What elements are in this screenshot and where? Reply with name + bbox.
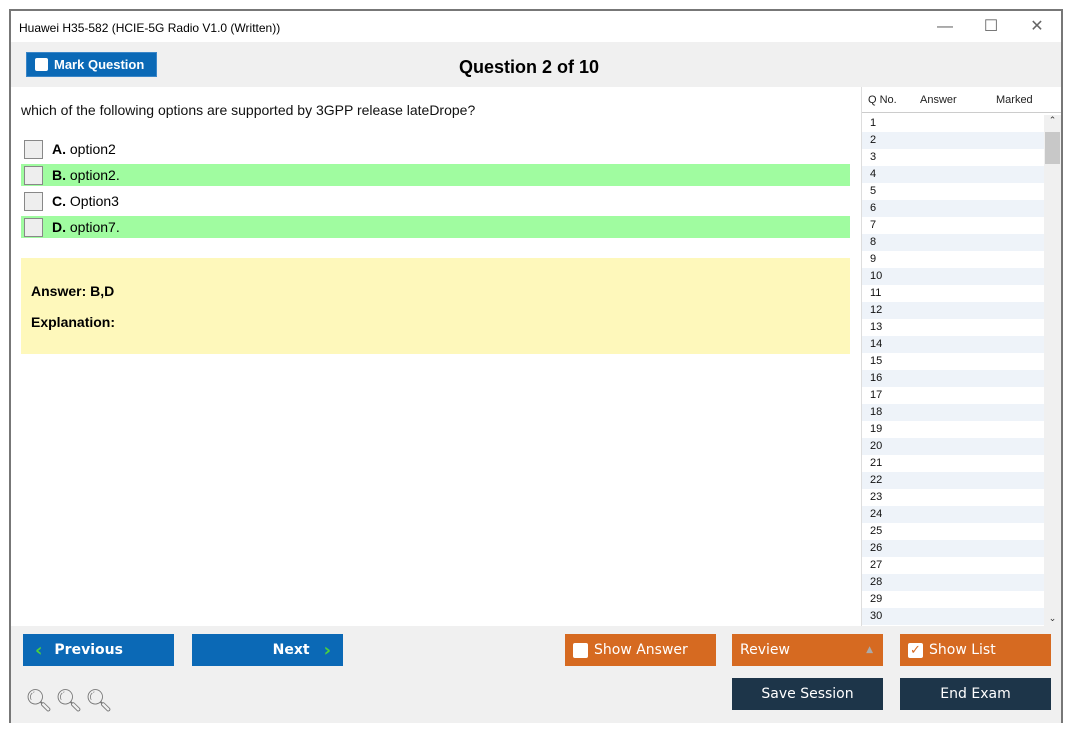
question-text: which of the following options are suppo… bbox=[21, 102, 476, 118]
mark-question-button[interactable]: Mark Question bbox=[26, 52, 157, 77]
toolbar: Mark Question Question 2 of 10 bbox=[11, 42, 1061, 87]
list-row[interactable]: 7 bbox=[870, 219, 877, 231]
show-answer-label: Show Answer bbox=[594, 642, 688, 658]
list-row[interactable]: 29 bbox=[870, 593, 883, 605]
next-button[interactable]: Next › bbox=[192, 634, 343, 666]
list-row[interactable]: 21 bbox=[870, 457, 883, 469]
list-row[interactable]: 11 bbox=[870, 287, 882, 299]
list-row[interactable]: 23 bbox=[870, 491, 883, 503]
list-row[interactable]: 17 bbox=[870, 389, 883, 401]
explanation-label: Explanation: bbox=[31, 314, 116, 330]
list-row[interactable]: 1 bbox=[870, 117, 877, 129]
checkbox-icon bbox=[35, 58, 48, 71]
list-row[interactable]: 25 bbox=[870, 525, 883, 537]
header-answer: Answer bbox=[920, 93, 957, 106]
option-c[interactable]: C. Option3 bbox=[21, 190, 850, 212]
list-row[interactable]: 8 bbox=[862, 234, 1044, 251]
list-row[interactable]: 22 bbox=[862, 472, 1044, 489]
scroll-down-icon[interactable]: ⌄ bbox=[1048, 613, 1057, 623]
answer-box: Answer: B,D Explanation: bbox=[21, 258, 850, 354]
list-row[interactable]: 12 bbox=[862, 302, 1044, 319]
list-row[interactable]: 2 bbox=[862, 132, 1044, 149]
header-marked: Marked bbox=[996, 93, 1033, 106]
list-row[interactable]: 14 bbox=[862, 336, 1044, 353]
list-row[interactable]: 26 bbox=[862, 540, 1044, 557]
option-checkbox[interactable] bbox=[24, 139, 43, 159]
save-session-button[interactable]: Save Session bbox=[732, 678, 883, 710]
list-row[interactable]: 9 bbox=[870, 253, 877, 265]
list-row[interactable]: 19 bbox=[870, 423, 883, 435]
previous-label: Previous bbox=[54, 642, 123, 658]
list-row[interactable]: 10 bbox=[862, 268, 1044, 285]
option-checkbox[interactable] bbox=[24, 217, 43, 237]
show-list-label: Show List bbox=[929, 642, 996, 658]
list-row[interactable]: 16 bbox=[862, 370, 1044, 387]
question-list: 1 2 3 4 5 6 7 8 9 10 11 12 13 14 15 16 17 18 19 20 21 22 23 24 2… bbox=[862, 115, 1044, 625]
mark-question-label: Mark Question bbox=[54, 57, 145, 72]
option-text: Option3 bbox=[69, 193, 119, 209]
option-letter: B. bbox=[52, 167, 66, 183]
option-letter: C. bbox=[52, 193, 66, 209]
scroll-thumb[interactable] bbox=[1045, 132, 1060, 164]
next-label: Next bbox=[272, 642, 310, 658]
question-area: which of the following options are suppo… bbox=[11, 87, 861, 626]
chevron-left-icon: ‹ bbox=[35, 639, 43, 661]
review-label: Review bbox=[740, 642, 790, 658]
close-button[interactable]: ✕ bbox=[1030, 18, 1044, 35]
list-row[interactable]: 18 bbox=[862, 404, 1044, 421]
option-a[interactable]: A. option2 bbox=[21, 138, 850, 160]
option-letter: D. bbox=[52, 219, 66, 235]
option-text: option2 bbox=[69, 141, 116, 157]
list-row[interactable]: 3 bbox=[870, 151, 877, 163]
footer: ‹ Previous Next › Show Answer Review ▲ ✓… bbox=[11, 626, 1061, 723]
list-row[interactable]: 24 bbox=[862, 506, 1044, 523]
option-checkbox[interactable] bbox=[24, 191, 43, 211]
title-bar: Huawei H35-582 (HCIE-5G Radio V1.0 (Writ… bbox=[11, 11, 1061, 42]
checkbox-icon bbox=[573, 642, 588, 658]
header-qno: Q No. bbox=[868, 93, 897, 106]
app-window: Huawei H35-582 (HCIE-5G Radio V1.0 (Writ… bbox=[9, 9, 1063, 723]
option-text: option2. bbox=[69, 167, 120, 183]
list-row[interactable]: 4 bbox=[862, 166, 1044, 183]
question-title: Question 2 of 10 bbox=[458, 57, 600, 77]
list-header: Q No. Answer Marked bbox=[862, 87, 1061, 113]
option-d[interactable]: D. option7. bbox=[21, 216, 850, 238]
list-row[interactable]: 30 bbox=[862, 608, 1044, 625]
zoom-reset-icon[interactable]: 🔍︎ bbox=[55, 688, 83, 713]
question-list-panel: Q No. Answer Marked 1 2 3 4 5 6 7 8 9 10 11 12 13 14 1… bbox=[861, 87, 1061, 626]
list-row[interactable]: 6 bbox=[862, 200, 1044, 217]
list-row[interactable]: 20 bbox=[862, 438, 1044, 455]
list-row[interactable]: 15 bbox=[870, 355, 883, 367]
end-exam-button[interactable]: End Exam bbox=[900, 678, 1051, 710]
list-row[interactable]: 5 bbox=[870, 185, 877, 197]
window-title: Huawei H35-582 (HCIE-5G Radio V1.0 (Writ… bbox=[19, 21, 281, 35]
show-list-button[interactable]: ✓ Show List bbox=[900, 634, 1051, 666]
zoom-in-icon[interactable]: 🔍︎ bbox=[25, 688, 53, 713]
scroll-up-icon[interactable]: ⌃ bbox=[1048, 115, 1057, 125]
answer-text: Answer: B,D bbox=[31, 283, 115, 299]
previous-button[interactable]: ‹ Previous bbox=[23, 634, 174, 666]
list-row[interactable]: 27 bbox=[870, 559, 883, 571]
option-b[interactable]: B. option2. bbox=[21, 164, 850, 186]
scrollbar[interactable]: ⌃ ⌄ bbox=[1044, 115, 1061, 626]
chevron-right-icon: › bbox=[323, 639, 331, 661]
minimize-button[interactable]: — bbox=[937, 18, 953, 35]
list-row[interactable]: 13 bbox=[870, 321, 883, 333]
maximize-button[interactable]: ☐ bbox=[983, 18, 999, 35]
review-dropdown[interactable]: Review ▲ bbox=[732, 634, 883, 666]
list-row[interactable]: 28 bbox=[862, 574, 1044, 591]
zoom-out-icon[interactable]: 🔍︎ bbox=[85, 688, 113, 713]
show-answer-button[interactable]: Show Answer bbox=[565, 634, 716, 666]
caret-up-icon: ▲ bbox=[866, 645, 873, 655]
option-checkbox[interactable] bbox=[24, 165, 43, 185]
option-letter: A. bbox=[52, 141, 66, 157]
option-text: option7. bbox=[69, 219, 120, 235]
checkbox-checked-icon: ✓ bbox=[908, 642, 923, 658]
